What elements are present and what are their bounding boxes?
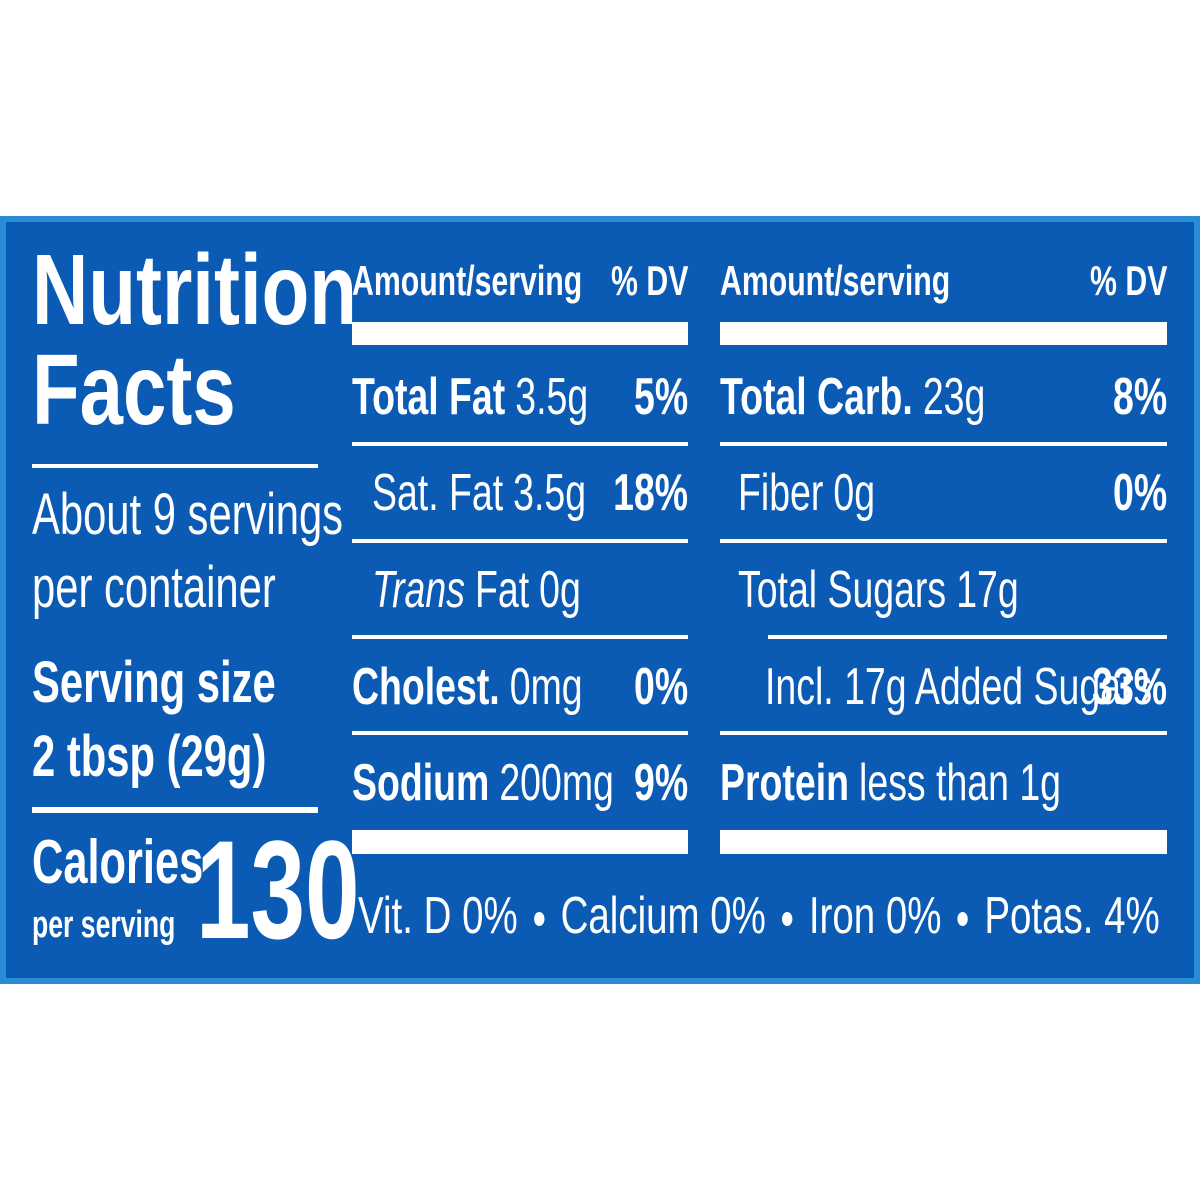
nutrient-row: Protein less than 1g [720, 757, 1061, 809]
calories-value: 130 [196, 811, 360, 968]
amount: 23g [922, 368, 986, 426]
servings: About 9 servings [32, 482, 344, 547]
nutrient-row: Cholest. 0mg [352, 661, 583, 713]
amount: less than 1g [859, 754, 1061, 812]
thick-rule [352, 830, 688, 854]
serving-size-label: Serving size [32, 650, 276, 715]
column-header: Amount/serving [352, 257, 583, 304]
separator [957, 912, 969, 927]
column-header: % DV [610, 257, 688, 304]
serving-size-value: 2 tbsp (29g) [32, 724, 267, 789]
amount: 0mg [509, 658, 583, 716]
amount: 17g [956, 561, 1019, 619]
rule [720, 442, 1167, 446]
amount: 0g [833, 464, 876, 522]
daily-value: 0% [1112, 464, 1167, 522]
nutrient-row: Fiber 0g [738, 467, 875, 519]
calories-label: Calories [32, 828, 204, 897]
nutrient-name: Incl. 17g Added Sugars [765, 658, 1153, 716]
rule [720, 539, 1167, 543]
rule [720, 731, 1167, 735]
vitamin: Vit. D 0% [358, 887, 518, 945]
nutrient-name: Sodium [352, 754, 490, 812]
rule [352, 635, 688, 639]
nutrient-row: Total Fat 3.5g [352, 371, 588, 423]
vitamin: Iron 0% [808, 887, 942, 945]
daily-value: 5% [633, 368, 688, 426]
rule [352, 539, 688, 543]
nutrient-row: Sat. Fat 3.5g [372, 467, 586, 519]
daily-value: 8% [1112, 368, 1167, 426]
nutrient-row: Sodium 200mg [352, 757, 614, 809]
thick-rule [720, 322, 1167, 345]
nutrient-name: Protein [720, 754, 849, 812]
thick-rule [352, 322, 688, 345]
daily-value: 9% [633, 754, 688, 812]
vitamin: Potas. 4% [984, 887, 1160, 945]
nutrient-name: Sat. Fat [372, 464, 504, 522]
amount: 200mg [499, 754, 614, 812]
nutrient-row: Total Sugars 17g [738, 564, 1019, 616]
nutrient-name: Trans [372, 561, 465, 619]
rule [352, 731, 688, 735]
rule [32, 464, 318, 468]
nutrient-name: Total Fat [352, 368, 506, 426]
title: Facts [32, 334, 236, 446]
amount: 3.5g [513, 464, 587, 522]
nutrient-name: Total Carb. [720, 368, 913, 426]
nutrient-row: Total Carb. 23g [720, 371, 985, 423]
nutrient-row: Trans Fat 0g [372, 564, 581, 616]
nutrient-name: Fat [475, 561, 530, 619]
title: Nutrition [32, 234, 357, 346]
vitamin: Calcium 0% [560, 887, 766, 945]
rule [768, 635, 1167, 639]
nutrient-name: Cholest. [352, 658, 500, 716]
daily-value: 0% [633, 658, 688, 716]
nutrient-row: Incl. 17g Added Sugars [765, 661, 1152, 713]
daily-value: 18% [613, 464, 688, 522]
separator [782, 912, 793, 927]
amount: 0g [539, 561, 581, 619]
rule [32, 807, 318, 813]
daily-value: 33% [1092, 658, 1167, 716]
calories-sublabel: per serving [32, 904, 176, 946]
nutrient-name: Fiber [738, 464, 824, 522]
nutrient-name: Total Sugars [738, 561, 947, 619]
servings: per container [32, 555, 276, 620]
vitamins: Vit. D 0% Calcium 0% Iron 0% Potas. 4% [358, 890, 1160, 942]
rule [352, 442, 688, 446]
amount: 3.5g [515, 368, 589, 426]
column-header: Amount/serving [720, 257, 951, 304]
column-header: % DV [1089, 257, 1167, 304]
separator [533, 912, 545, 927]
thick-rule [720, 830, 1167, 854]
